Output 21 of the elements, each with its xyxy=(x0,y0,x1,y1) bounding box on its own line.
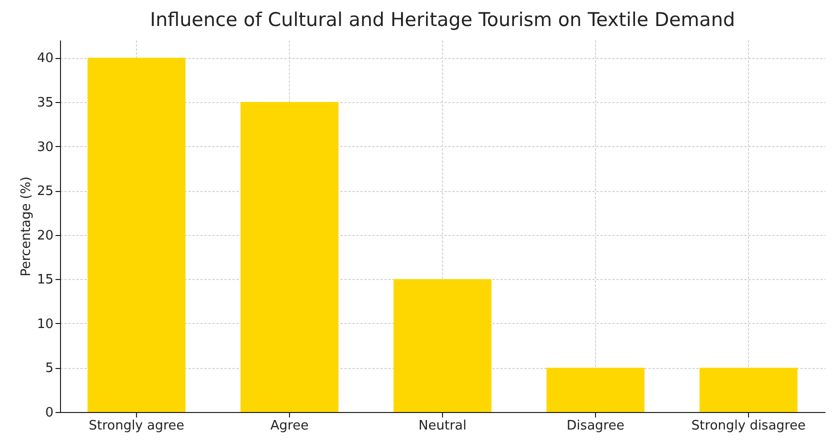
y-axis-title: Percentage (%) xyxy=(18,176,34,276)
bar xyxy=(546,368,644,412)
y-tick-label: 0 xyxy=(45,406,54,420)
bar xyxy=(394,279,492,412)
y-tick-label: 20 xyxy=(36,228,54,244)
y-tick-label: 5 xyxy=(45,361,54,376)
bar xyxy=(240,102,338,412)
y-tick-label: 25 xyxy=(36,184,54,200)
bar xyxy=(700,368,798,412)
x-tick-label: Strongly agree xyxy=(88,418,184,434)
x-tick-label: Agree xyxy=(270,418,309,434)
y-tick-label: 35 xyxy=(36,96,54,110)
x-tick-label: Neutral xyxy=(418,418,466,434)
y-tick-label: 40 xyxy=(36,51,54,66)
x-tick-label: Disagree xyxy=(566,418,624,434)
y-tick-label: 15 xyxy=(36,272,54,288)
chart-title: Influence of Cultural and Heritage Tourism on Textile Demand xyxy=(150,9,736,31)
y-tick-label: 30 xyxy=(36,140,54,155)
bar xyxy=(88,58,186,412)
x-tick-label: Strongly disagree xyxy=(691,418,806,434)
y-tick-label: 10 xyxy=(36,316,54,332)
